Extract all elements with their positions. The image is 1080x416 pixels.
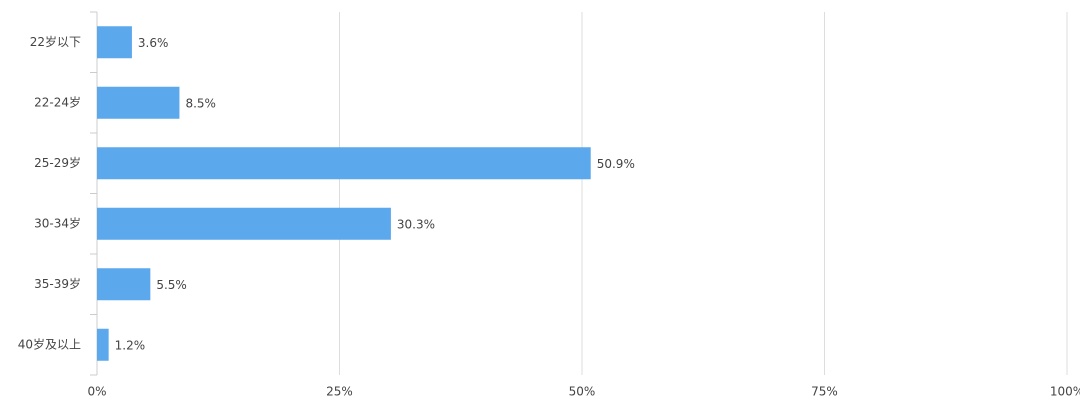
value-label: 50.9% [597, 157, 635, 171]
x-tick-label: 75% [811, 385, 838, 399]
value-label: 30.3% [397, 217, 435, 231]
bar [97, 86, 180, 119]
y-tick-label: 30-34岁 [34, 215, 81, 230]
value-label: 3.6% [138, 36, 169, 50]
x-tick-label: 100% [1050, 385, 1080, 399]
bar [97, 268, 151, 301]
bar [97, 147, 591, 180]
y-tick-label: 40岁及以上 [18, 336, 81, 351]
x-tick-label: 25% [326, 385, 353, 399]
y-tick-label: 25-29岁 [34, 155, 81, 170]
x-tick-label: 0% [87, 385, 106, 399]
y-tick-label: 22-24岁 [34, 94, 81, 109]
value-label: 8.5% [185, 96, 216, 110]
bar [97, 26, 132, 59]
y-tick-label: 35-39岁 [34, 276, 81, 291]
x-tick-label: 50% [569, 385, 596, 399]
y-tick-label: 22岁以下 [30, 34, 81, 49]
bar [97, 328, 109, 361]
value-label: 1.2% [115, 338, 146, 352]
bar [97, 207, 391, 240]
value-label: 5.5% [156, 278, 187, 292]
